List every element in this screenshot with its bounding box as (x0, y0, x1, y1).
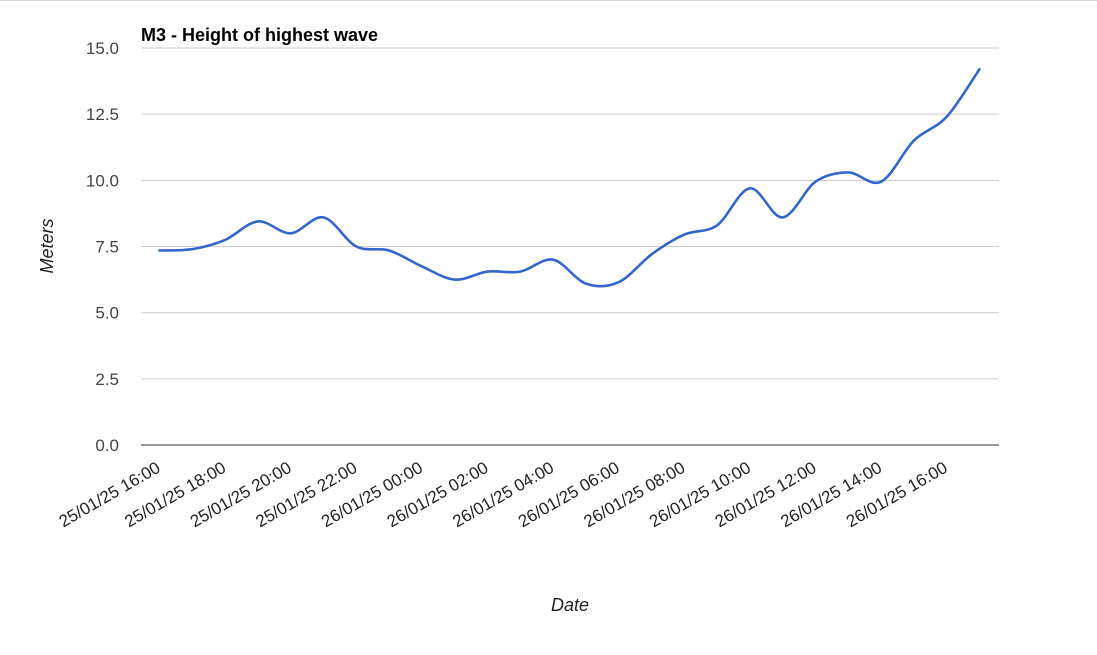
data-point[interactable] (647, 249, 657, 259)
data-point[interactable] (155, 246, 165, 256)
data-point[interactable] (975, 64, 985, 74)
data-point[interactable] (417, 261, 427, 271)
data-point[interactable] (220, 235, 230, 245)
data-point[interactable] (876, 177, 886, 187)
data-point[interactable] (450, 275, 460, 285)
y-axis-title: Meters (37, 218, 57, 273)
data-point[interactable] (614, 277, 624, 287)
data-point[interactable] (253, 216, 263, 226)
y-tick-label: 2.5 (95, 370, 119, 389)
data-point[interactable] (679, 230, 689, 240)
y-tick-label: 0.0 (95, 436, 119, 455)
y-tick-label: 10.0 (86, 171, 119, 190)
y-tick-label: 7.5 (95, 238, 119, 257)
data-point[interactable] (384, 246, 394, 256)
series-layer (155, 64, 985, 289)
data-point[interactable] (811, 177, 821, 187)
data-point[interactable] (712, 220, 722, 230)
y-tick-label: 15.0 (86, 39, 119, 58)
y-axis-ticks: 0.0 2.5 5.0 7.5 10.0 12.5 15.0 (86, 39, 119, 455)
data-point[interactable] (319, 212, 329, 222)
data-point[interactable] (515, 267, 525, 277)
data-point[interactable] (351, 242, 361, 252)
gridlines (141, 47, 999, 446)
y-tick-label: 5.0 (95, 304, 119, 323)
data-point[interactable] (483, 267, 493, 277)
x-axis-title: Date (551, 595, 589, 615)
data-point[interactable] (909, 136, 919, 146)
data-point[interactable] (548, 255, 558, 265)
y-tick-label: 12.5 (86, 105, 119, 124)
data-point[interactable] (581, 279, 591, 289)
chart-title: M3 - Height of highest wave (141, 25, 378, 45)
series-line (158, 67, 981, 288)
data-point[interactable] (286, 228, 296, 238)
data-point[interactable] (778, 212, 788, 222)
data-point[interactable] (843, 167, 853, 177)
data-point[interactable] (942, 112, 952, 122)
data-point[interactable] (187, 244, 197, 254)
data-point[interactable] (745, 183, 755, 193)
